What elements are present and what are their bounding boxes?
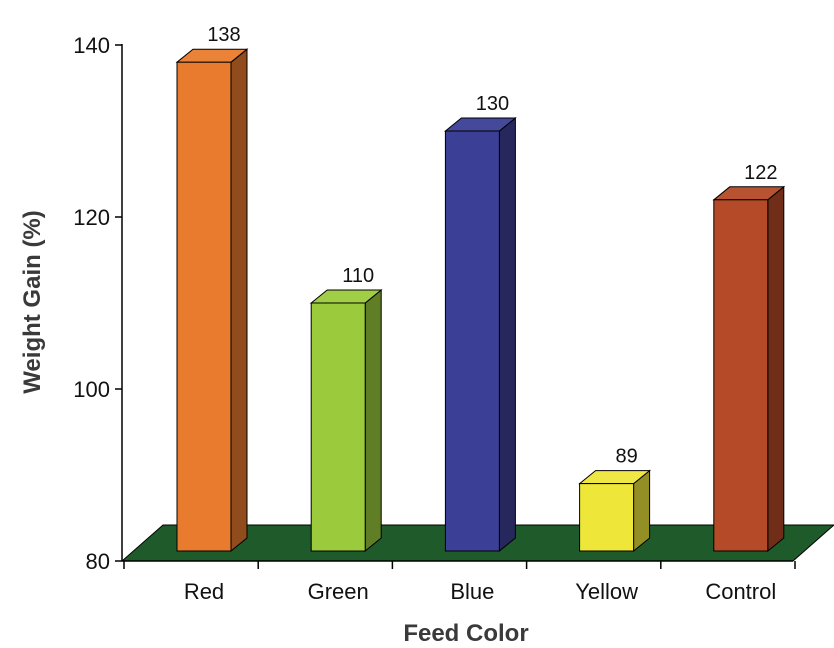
bar-side	[633, 469, 651, 553]
y-axis-title: Weight Gain (%)	[19, 210, 46, 394]
x-tick-label: Control	[705, 579, 776, 604]
bar-blue: 130	[443, 93, 517, 553]
bar-side	[230, 48, 248, 553]
bar-control: 122	[712, 162, 786, 553]
bar-series: 138 110 130 89 122	[175, 24, 786, 553]
bar-side	[498, 116, 516, 553]
y-tick-label: 100	[73, 377, 110, 402]
x-tick-label: Yellow	[575, 579, 638, 604]
bar-front	[579, 483, 635, 552]
data-label: 130	[476, 93, 509, 115]
bar-front	[176, 61, 232, 552]
x-tick-label: Blue	[450, 579, 494, 604]
bar-side	[364, 288, 382, 553]
data-label: 122	[744, 162, 777, 184]
data-label: 138	[207, 24, 240, 46]
bar-green: 110	[309, 265, 383, 553]
y-tick-label: 140	[73, 33, 110, 58]
bar-front	[713, 199, 769, 552]
y-tick-label: 120	[73, 205, 110, 230]
x-axis-title: Feed Color	[403, 620, 528, 647]
bar-red: 138	[175, 24, 249, 553]
y-axis-ticks: 80 100 120 140	[73, 33, 122, 574]
data-label: 110	[342, 265, 374, 287]
bar-front	[444, 130, 500, 552]
x-tick-label: Red	[184, 579, 224, 604]
bar-front	[310, 302, 366, 552]
bar-side	[767, 185, 785, 553]
data-label: 89	[615, 446, 637, 468]
x-axis-ticks: Red Green Blue Yellow Control	[123, 561, 796, 604]
x-tick-label: Green	[308, 579, 369, 604]
y-tick-label: 80	[86, 549, 110, 574]
bar-yellow: 89	[578, 446, 652, 553]
